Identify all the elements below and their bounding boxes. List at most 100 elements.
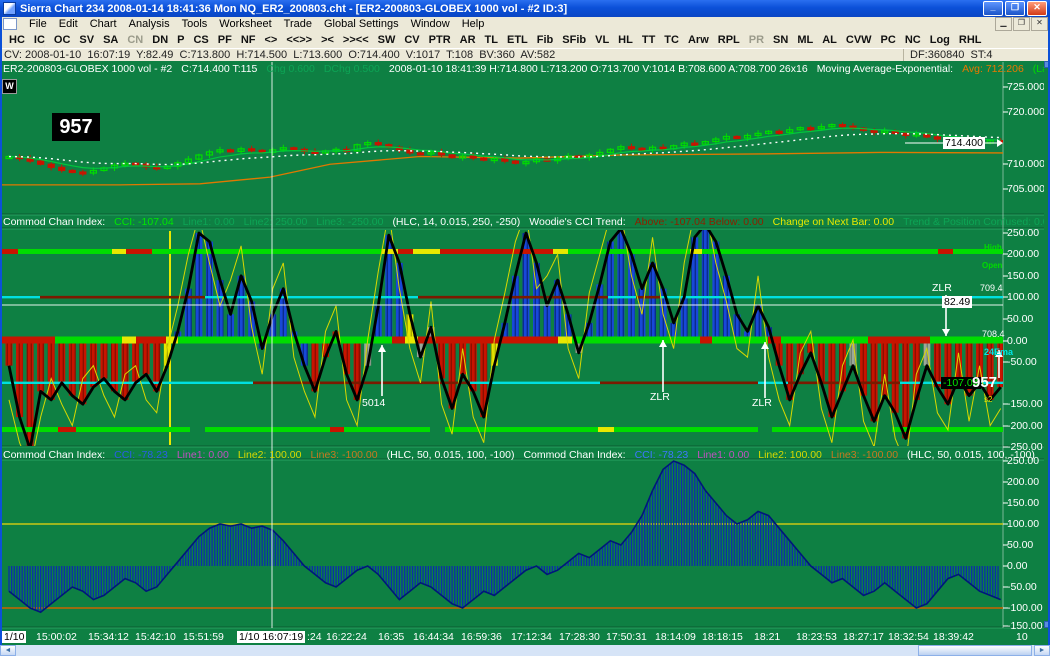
menu-help[interactable]: Help	[461, 17, 485, 30]
toolbar-button-RPL[interactable]: RPL	[717, 33, 740, 46]
window-title: Sierra Chart 234 2008-01-14 18:41:36 Mon…	[20, 2, 568, 15]
time-tick-label: 17:12:34	[511, 631, 552, 643]
menu-bar: File Edit Chart Analysis Tools Worksheet Trade…	[0, 17, 1050, 32]
toolbar-button-TL[interactable]: TL	[484, 33, 498, 46]
time-tick-label: 18:14:09	[655, 631, 696, 643]
high-tag: High	[984, 243, 1002, 252]
toolbar-button-Log[interactable]: Log	[929, 33, 950, 46]
toolbar-button-PC[interactable]: PC	[880, 33, 896, 46]
level-709-label: 709.4	[980, 283, 1003, 293]
title-bar[interactable]: Sierra Chart 234 2008-01-14 18:41:36 Mon…	[0, 0, 1050, 17]
menu-trade[interactable]: Trade	[283, 17, 312, 30]
time-tick-label: 15:00:02	[36, 631, 77, 643]
mdi-minimize-button[interactable]: ▁	[995, 17, 1012, 31]
header-part: Line3: -250.00	[316, 216, 384, 228]
cci50-tick-label: 250.00	[1007, 455, 1040, 467]
header-part: Line1: 0.00	[182, 216, 235, 228]
header-part: CCI: -107.04	[114, 216, 174, 228]
zlr-label-3[interactable]: ZLR	[932, 282, 952, 294]
time-tick-label: 18:18:15	[702, 631, 743, 643]
document-icon	[3, 18, 17, 30]
horizontal-scrollbar[interactable]: ◄ ►	[0, 645, 1050, 656]
toolbar-button-SV[interactable]: SV	[79, 33, 95, 46]
menu-global-settings[interactable]: Global Settings	[323, 17, 399, 30]
toolbar-button-CV[interactable]: CV	[404, 33, 420, 46]
symbol-w-marker[interactable]: W	[2, 79, 17, 94]
scrollbar-thumb[interactable]	[918, 645, 1032, 656]
toolbar-button-ETL[interactable]: ETL	[506, 33, 528, 46]
open-tag: Open	[982, 261, 1003, 270]
toolbar-button-[interactable]: ><	[321, 33, 334, 46]
chart-area[interactable]: ER2-200803-GLOBEX 1000 vol - #2 C:714.400…	[0, 61, 1050, 645]
toolbar-button-CN[interactable]: CN	[127, 33, 144, 46]
zlr-label-1[interactable]: ZLR	[650, 391, 670, 403]
scroll-right-button[interactable]: ►	[1034, 645, 1050, 656]
time-tick-label: 16:59:36	[461, 631, 502, 643]
toolbar-button-AR[interactable]: AR	[459, 33, 476, 46]
toolbar-button-RHL[interactable]: RHL	[958, 33, 982, 46]
toolbar-button-[interactable]: <>	[264, 33, 278, 46]
cci14-panel-header: Commod Chan Index: CCI: -107.04 Line1: 0.0…	[3, 216, 1050, 228]
menu-edit[interactable]: Edit	[58, 17, 78, 30]
toolbar-button-DN[interactable]: DN	[152, 33, 169, 46]
menu-window[interactable]: Window	[410, 17, 450, 30]
toolbar-button-AL[interactable]: AL	[822, 33, 837, 46]
bar-count-label[interactable]: 5014	[362, 397, 386, 409]
menu-worksheet[interactable]: Worksheet	[219, 17, 272, 30]
toolbar: HC IC OC SV SA CN DN P CS PF NF <> <<>> >< >><< SW CV PTR…	[0, 31, 1050, 49]
time-tick-label: 15:51:59	[183, 631, 224, 643]
toolbar-button-[interactable]: >><<	[342, 33, 369, 46]
toolbar-button-P[interactable]: P	[177, 33, 185, 46]
cci-tick-label: 250.00	[1007, 227, 1040, 239]
header-part: Line2: 250.00	[243, 216, 308, 228]
menu-tools[interactable]: Tools	[181, 17, 208, 30]
toolbar-button-ML[interactable]: ML	[797, 33, 814, 46]
header-part: CCI: -78.23	[114, 449, 168, 461]
toolbar-button-CS[interactable]: CS	[193, 33, 209, 46]
header-part: Avg: 712.206	[962, 63, 1024, 75]
header-part: Commod Chan Index:	[523, 449, 626, 461]
menu-file[interactable]: File	[29, 17, 47, 30]
time-tick-label: 10	[1016, 631, 1028, 643]
chart-canvas[interactable]	[0, 61, 1050, 645]
cci-tick-label: -250.00	[1007, 441, 1043, 453]
toolbar-button-PR[interactable]: PR	[748, 33, 765, 46]
chartbook-number-label: 957	[52, 113, 100, 141]
toolbar-button-PTR[interactable]: PTR	[428, 33, 451, 46]
toolbar-button-Fib[interactable]: Fib	[536, 33, 554, 46]
cci-value-tag: -107.04	[941, 377, 981, 389]
toolbar-button-TT[interactable]: TT	[641, 33, 656, 46]
toolbar-button-TC[interactable]: TC	[664, 33, 679, 46]
toolbar-button-SW[interactable]: SW	[377, 33, 396, 46]
header-part: Commod Chan Index:	[3, 449, 106, 461]
toolbar-button-PF[interactable]: PF	[217, 33, 232, 46]
toolbar-button-CVW[interactable]: CVW	[845, 33, 872, 46]
cci-tick-label: -200.00	[1007, 420, 1043, 432]
mdi-restore-button[interactable]: ❐	[1013, 17, 1030, 31]
toolbar-button-OC[interactable]: OC	[53, 33, 71, 46]
toolbar-button-NF[interactable]: NF	[240, 33, 256, 46]
time-tick-label: 18:21	[754, 631, 781, 643]
toolbar-button-[interactable]: <<>>	[286, 33, 313, 46]
toolbar-button-Arw[interactable]: Arw	[687, 33, 709, 46]
restore-button[interactable]: ❐	[1005, 1, 1025, 16]
toolbar-button-SFib[interactable]: SFib	[562, 33, 587, 46]
zlr-label-2[interactable]: ZLR	[752, 397, 772, 409]
scroll-left-button[interactable]: ◄	[0, 645, 16, 656]
price-tick-label: 720.000	[1007, 106, 1045, 118]
toolbar-button-VL[interactable]: VL	[595, 33, 610, 46]
minimize-button[interactable]: _	[983, 1, 1003, 16]
toolbar-button-NC[interactable]: NC	[904, 33, 921, 46]
time-tick-label: 16:22:24	[326, 631, 367, 643]
toolbar-button-IC[interactable]: IC	[33, 33, 45, 46]
s2-tag: s2	[984, 395, 993, 404]
close-button[interactable]: ✕	[1027, 1, 1047, 16]
header-part: ER2-200803-GLOBEX 1000 vol - #2	[3, 63, 173, 75]
toolbar-button-HC[interactable]: HC	[9, 33, 25, 46]
toolbar-button-HL[interactable]: HL	[618, 33, 633, 46]
menu-analysis[interactable]: Analysis	[128, 17, 170, 30]
toolbar-button-SN[interactable]: SN	[773, 33, 789, 46]
menu-chart[interactable]: Chart	[89, 17, 117, 30]
mdi-close-button[interactable]: ✕	[1031, 17, 1048, 31]
toolbar-button-SA[interactable]: SA	[103, 33, 119, 46]
